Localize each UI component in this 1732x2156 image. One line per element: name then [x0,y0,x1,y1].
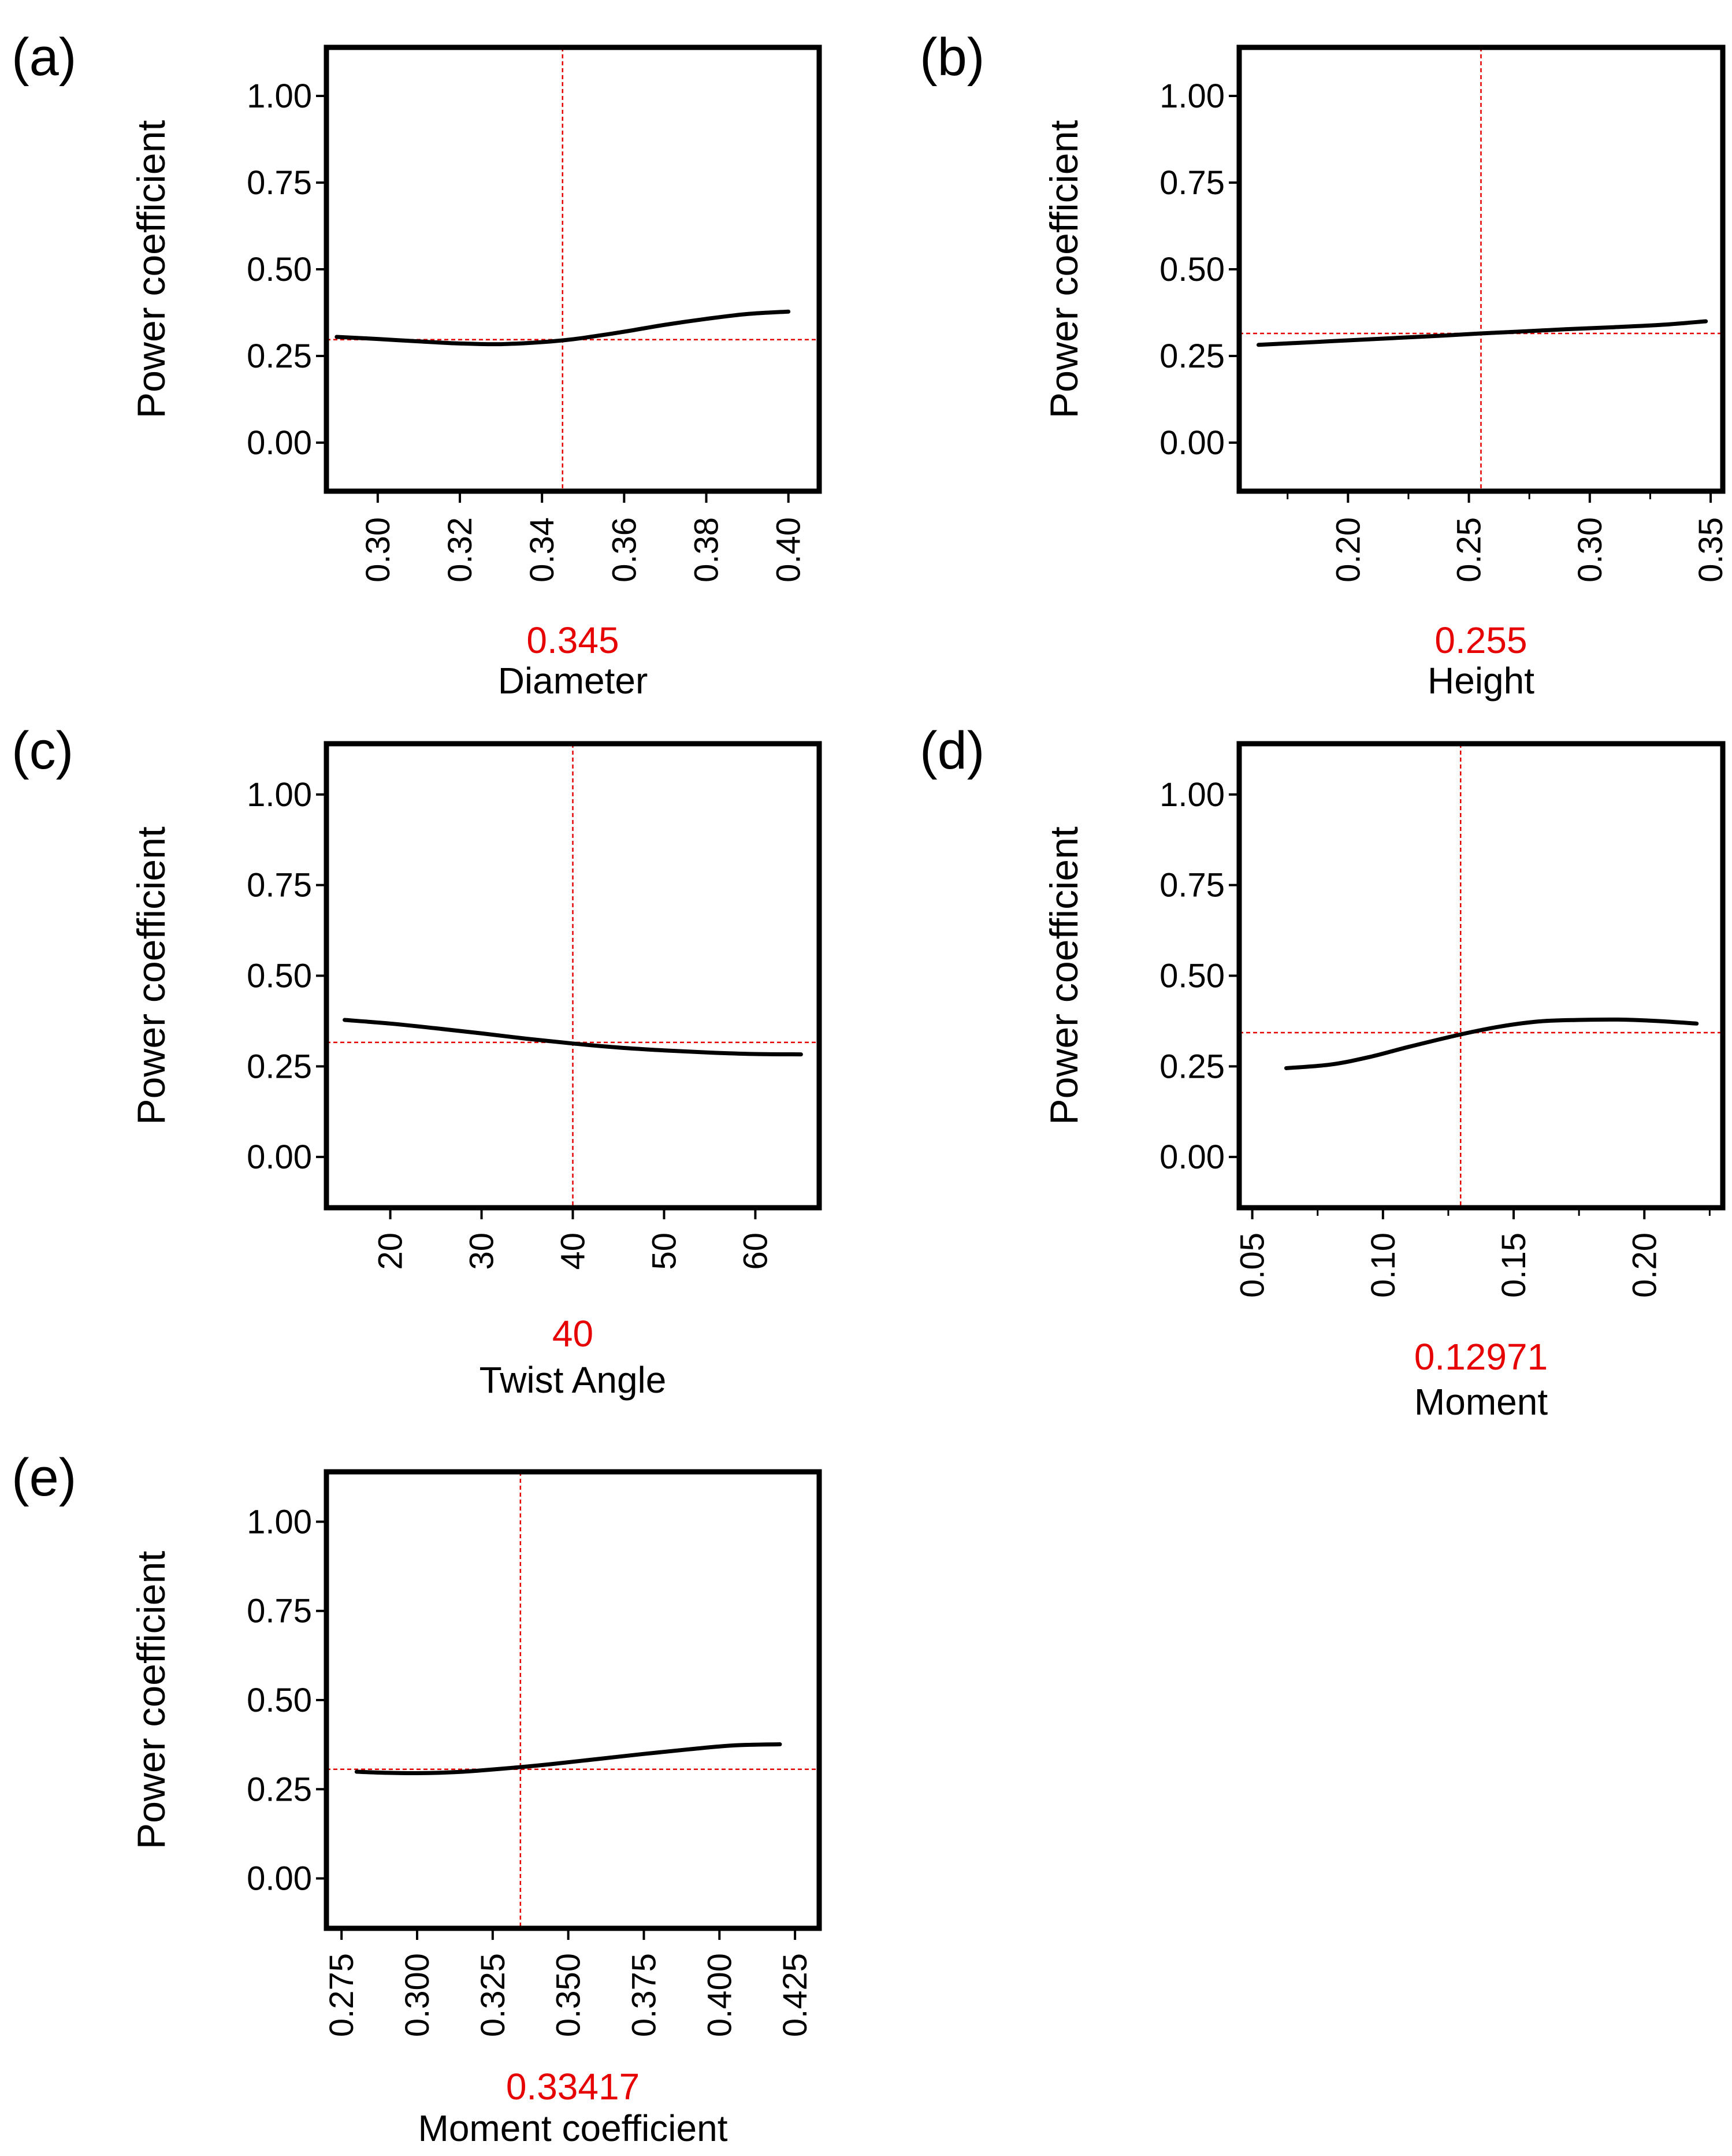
x-tick-label: 0.325 [474,1953,512,2037]
y-axis-label: Power coefficient [129,1551,173,1850]
x-tick-label: 40 [555,1233,592,1270]
x-tick-label: 0.25 [1451,517,1488,582]
x-tick-label: 0.36 [605,517,643,582]
panel-label: (a) [12,28,76,87]
x-value-label: 0.345 [526,619,619,661]
panel-label: (b) [920,28,984,87]
x-tick-label: 0.10 [1365,1233,1402,1298]
x-axis-label: Twist Angle [480,1359,667,1401]
plot-frame [1236,44,1726,494]
x-value-label: 40 [552,1313,593,1355]
x-value-label: 0.12971 [1414,1336,1548,1378]
x-axis-label: Diameter [498,660,648,702]
x-tick-label: 0.425 [776,1953,814,2037]
y-tick-label: 0.00 [247,1860,312,1898]
x-tick-label: 0.30 [359,517,397,582]
y-tick-label: 0.75 [247,164,312,202]
y-tick-label: 0.75 [247,1593,312,1630]
chart-panel-e: (e) 0.00 0.25 0.50 0.75 1.00 0.275 0.300 0.325 0.… [12,1448,822,2149]
x-axis-label: Height [1428,660,1534,702]
chart-panel-b: (b) 0.00 0.25 0.50 0.75 1.00 0.20 0.25 0.30 0.35 P… [920,28,1730,702]
x-tick-label: 0.34 [523,517,561,582]
y-tick-label: 0.25 [247,1771,312,1808]
x-tick-label: 0.400 [701,1953,738,2037]
plot-frame [324,741,822,1211]
chart-panel-c: (c) 0.00 0.25 0.50 0.75 1.00 20 30 40 50 60 Power c… [12,721,822,1401]
y-axis-label: Power coefficient [129,120,173,419]
chart-panel-d: (d) 0.00 0.25 0.50 0.75 1.00 0.05 0.10 0.15 0.20 P… [920,721,1726,1423]
series-line [1256,319,1708,347]
y-axis-label: Power coefficient [129,826,173,1125]
y-tick-label: 1.00 [247,776,312,814]
y-tick-label: 0.75 [247,867,312,904]
x-tick-label: 0.375 [625,1953,663,2037]
x-tick-label: 0.05 [1234,1233,1272,1298]
y-tick-label: 0.00 [247,424,312,462]
y-axis-label: Power coefficient [1042,120,1086,419]
y-tick-label: 0.25 [247,337,312,375]
x-tick-label: 30 [463,1233,501,1270]
y-tick-label: 1.00 [247,1503,312,1541]
y-tick-label: 0.50 [1159,251,1225,288]
x-value-label: 0.255 [1434,619,1527,661]
panel-label: (c) [12,721,73,780]
series-line [334,309,791,347]
y-tick-label: 1.00 [247,77,312,115]
chart-panel-a: (a) 0.00 0.25 0.50 0.75 1.00 0.30 0.32 0.34 0.36 0… [12,28,822,702]
y-tick-label: 0.50 [247,1682,312,1719]
y-tick-label: 0.75 [1159,867,1225,904]
y-tick-label: 0.00 [1159,424,1225,462]
x-tick-label: 20 [372,1233,410,1270]
y-tick-label: 0.75 [1159,164,1225,202]
y-tick-label: 1.00 [1159,776,1225,814]
y-tick-label: 0.50 [247,251,312,288]
plot-frame [324,1469,822,1931]
x-tick-label: 0.40 [770,517,808,582]
x-axis-label: Moment coefficient [418,2107,728,2149]
panel-label: (d) [920,721,984,780]
y-tick-label: 0.50 [1159,958,1225,995]
series-line [354,1742,782,1776]
x-axis-label: Moment [1414,1381,1548,1423]
x-tick-label: 0.32 [441,517,479,582]
x-tick-label: 0.35 [1692,517,1730,582]
x-tick-label: 50 [645,1233,683,1270]
x-tick-label: 0.300 [399,1953,436,2037]
x-tick-label: 0.15 [1495,1233,1533,1298]
x-tick-label: 0.20 [1626,1233,1663,1298]
y-tick-label: 0.25 [247,1048,312,1085]
x-tick-label: 60 [737,1233,774,1270]
plot-frame [324,44,822,494]
x-tick-label: 0.38 [688,517,726,582]
x-value-label: 0.33417 [506,2066,640,2107]
panel-label: (e) [12,1448,76,1507]
y-tick-label: 1.00 [1159,77,1225,115]
series-line [1284,1017,1699,1070]
series-line [343,1018,803,1057]
y-tick-label: 0.00 [247,1138,312,1176]
x-tick-label: 0.275 [323,1953,360,2037]
plot-frame [1236,741,1726,1211]
y-tick-label: 0.50 [247,958,312,995]
x-tick-label: 0.20 [1329,517,1367,582]
x-tick-label: 0.350 [550,1953,588,2037]
x-tick-label: 0.30 [1571,517,1609,582]
y-tick-label: 0.25 [1159,337,1225,375]
y-axis-label: Power coefficient [1042,826,1086,1125]
y-tick-label: 0.00 [1159,1138,1225,1176]
y-tick-label: 0.25 [1159,1048,1225,1085]
